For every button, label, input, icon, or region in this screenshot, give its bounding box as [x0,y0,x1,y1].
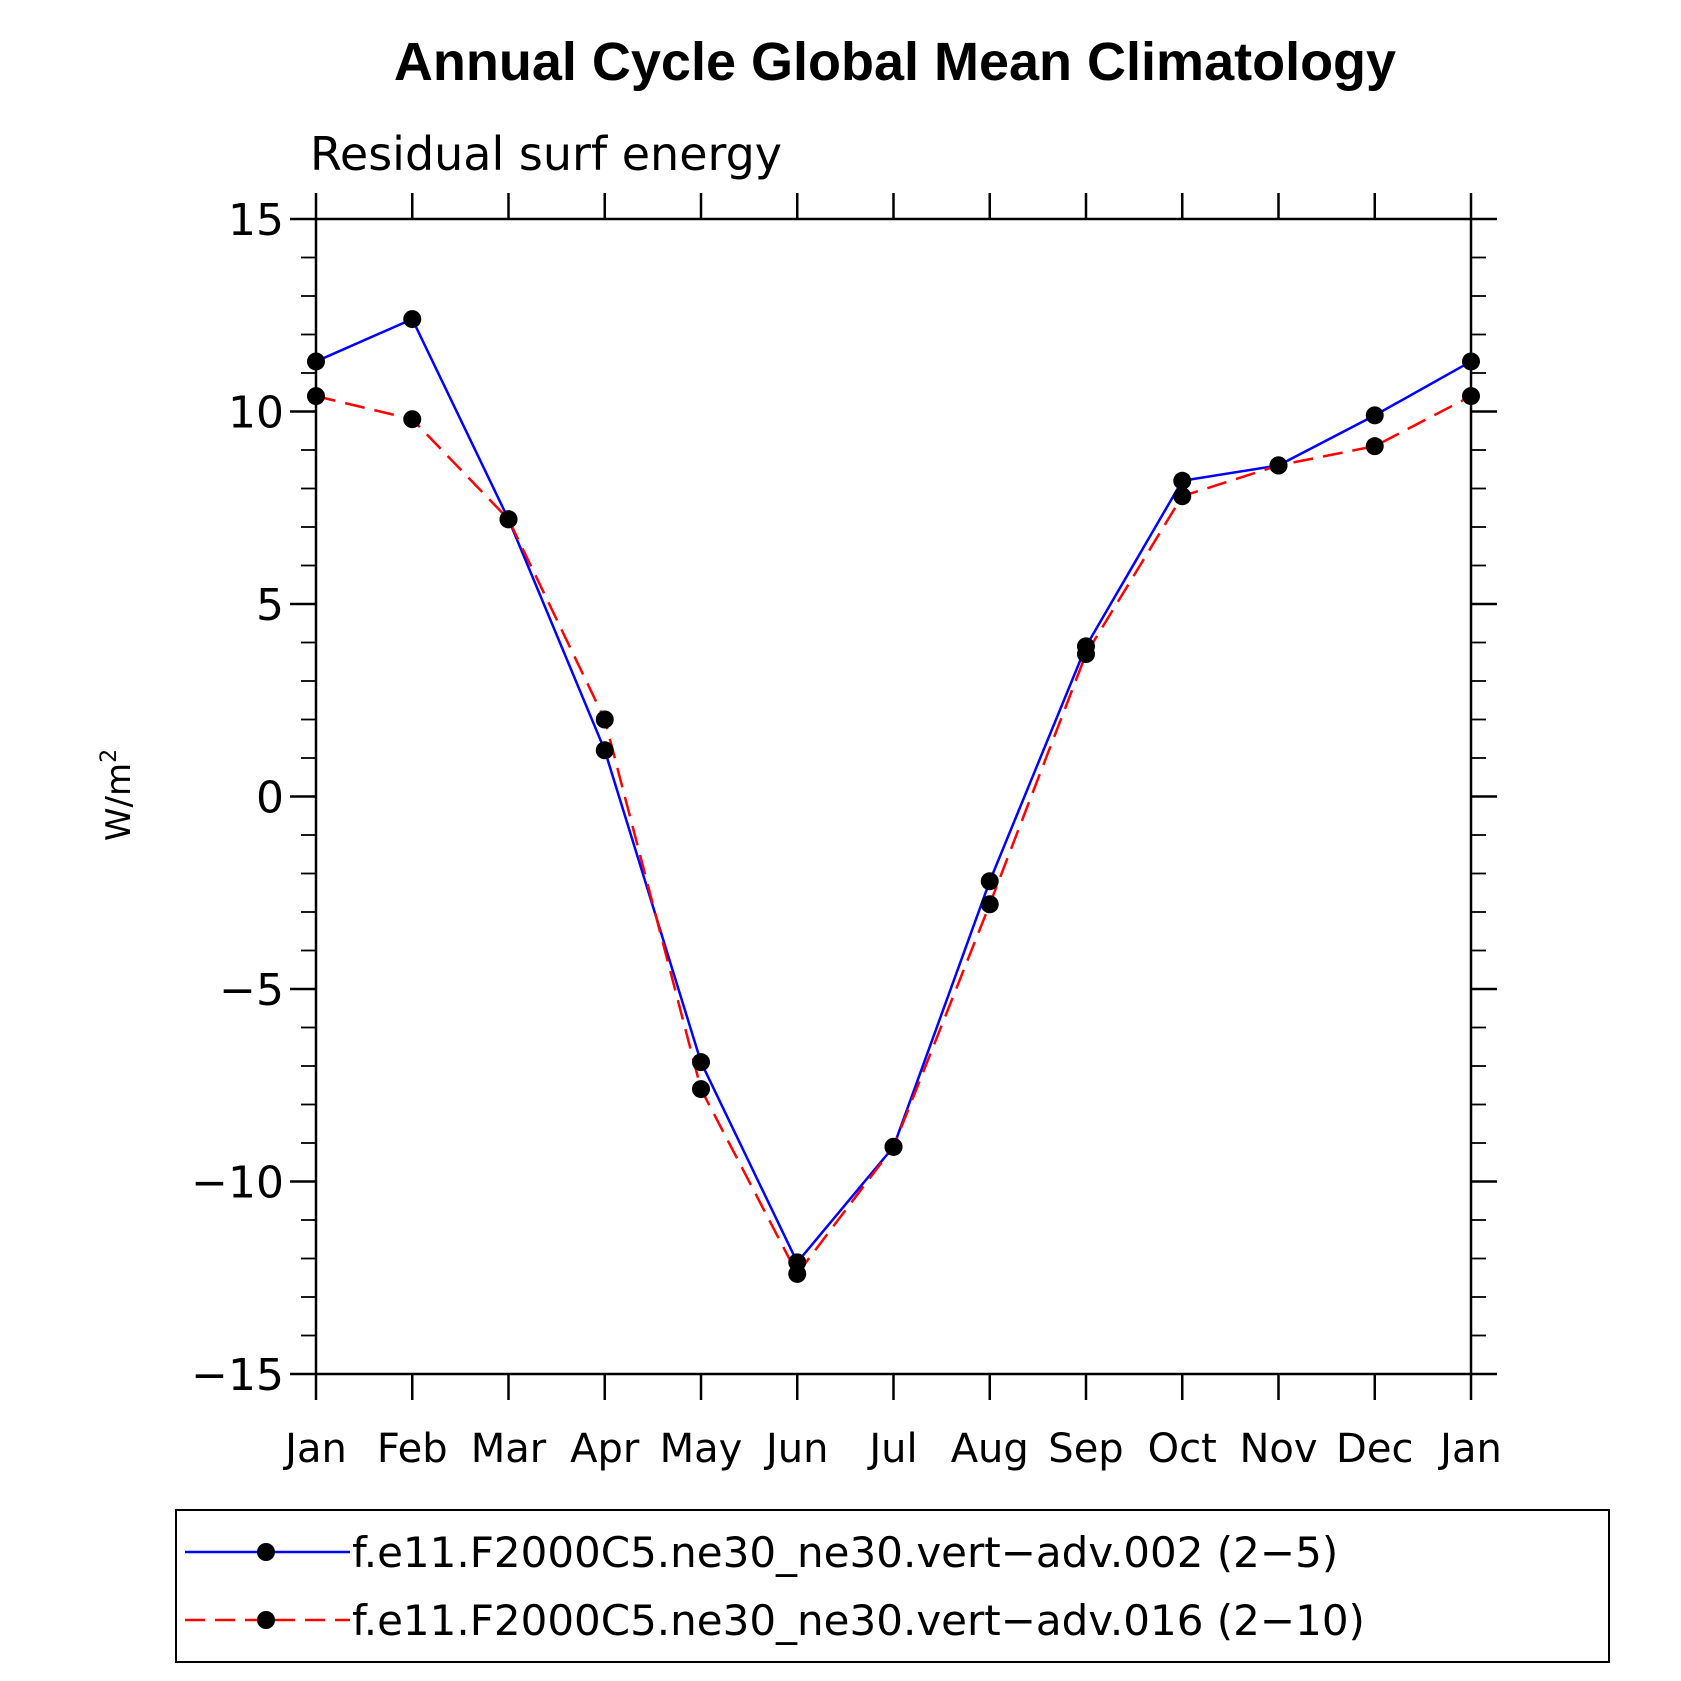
series-1-point [1365,406,1384,425]
series-2-point [788,1264,807,1283]
y-tick-label: 15 [228,195,284,246]
x-tick-label: Aug [951,1426,1029,1472]
series-2-point [1269,456,1288,475]
series-2-point [403,410,422,429]
series-1-point [403,310,422,329]
series-2-point [692,1080,710,1099]
x-tick-label: May [660,1426,743,1472]
y-tick-label: −10 [191,1158,284,1209]
y-tick-label: 5 [256,580,284,631]
x-tick-label: Jun [763,1426,829,1472]
chart-subtitle: Residual surf energy [310,127,782,181]
legend: f.e11.F2000C5.ne30_ne30.vert−adv.002 (2−… [175,1509,1610,1663]
series-2-point [980,895,999,914]
series-2-point [499,510,518,529]
series-2-point [1077,645,1095,664]
series-1-point [980,872,999,891]
y-axis-label-superscript: 2 [97,749,122,763]
y-tick-label: −5 [219,965,284,1016]
series-1-point [1173,471,1192,490]
series-2-point [595,710,614,729]
y-tick-label: −15 [191,1350,284,1401]
x-tick-label: Jul [866,1426,917,1472]
series-2-point [884,1137,903,1156]
svg-text:W/m2: W/m2 [97,749,139,841]
series-2-point [1173,487,1192,506]
series-1-point [692,1053,710,1072]
series-2-point [1365,437,1384,456]
legend-item-series-2: f.e11.F2000C5.ne30_ne30.vert−adv.016 (2−… [185,1596,1365,1645]
x-tick-label: Sep [1048,1426,1123,1472]
chart-title: Annual Cycle Global Mean Climatology [394,32,1396,92]
y-tick-label: 0 [256,773,284,824]
legend-label-series-2: f.e11.F2000C5.ne30_ne30.vert−adv.016 (2−… [352,1596,1365,1645]
legend-marker-series-1 [257,1543,275,1561]
series-lines [315,317,1472,1277]
x-tick-label: Mar [471,1426,547,1472]
x-tick-label: Oct [1148,1426,1217,1472]
x-tick-label: Apr [570,1426,640,1472]
y-tick-label: 10 [228,388,284,439]
x-tick-label: Jan [1437,1426,1502,1472]
x-tick-label: Feb [377,1426,448,1472]
x-tick-label: Dec [1336,1426,1413,1472]
legend-marker-series-2 [257,1611,275,1629]
axes: −15 −10 −5 0 5 10 15 Jan Feb Mar Apr May Jun Jul Aug Se… [191,193,1502,1472]
series-1-point [595,741,614,760]
y-axis-label: W/m2 [97,749,139,841]
legend-label-series-1: f.e11.F2000C5.ne30_ne30.vert−adv.002 (2−… [352,1528,1338,1577]
y-axis-label-text: W/m [99,763,139,841]
x-tick-label: Jan [282,1426,347,1472]
legend-box [175,1509,1610,1663]
plot-frame [314,217,1473,1376]
series-markers [307,310,1480,1283]
legend-item-series-1: f.e11.F2000C5.ne30_ne30.vert−adv.002 (2−… [185,1528,1338,1577]
x-tick-label: Nov [1239,1426,1317,1472]
